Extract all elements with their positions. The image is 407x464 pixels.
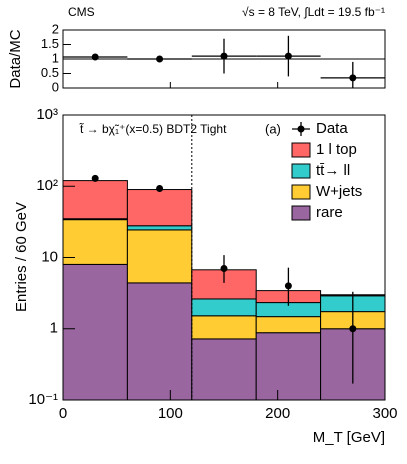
stack-segment (126, 282, 193, 401)
panel-label: (a) (265, 121, 281, 136)
stack-segment (255, 316, 322, 334)
ratio-point (220, 52, 228, 60)
legend-label: W+jets (316, 183, 362, 200)
x-tick-label: 0 (59, 405, 67, 422)
x-tick-label: 300 (372, 405, 397, 422)
stack-segment (191, 338, 257, 401)
y-tick-label: 2 (52, 21, 59, 36)
y-tick-label: 0.5 (41, 65, 59, 80)
legend-label: Data (316, 120, 348, 137)
data-point (156, 184, 164, 192)
legend-swatch (291, 142, 311, 158)
stack-segment (191, 298, 257, 317)
y-tick-label: 10³ (36, 106, 58, 123)
ratio-ylabel: Data/MC (7, 29, 24, 88)
data-point (220, 265, 228, 273)
ratio-point (284, 52, 292, 60)
ratio-point (91, 53, 99, 61)
legend-swatch (291, 184, 311, 200)
y-tick-label: 10⁻¹ (28, 391, 58, 408)
ratio-point (349, 74, 357, 82)
annotation: t̃ → bχ̃₁⁺(x=0.5) BDT2 Tight (79, 122, 227, 137)
stack-segment (255, 332, 322, 401)
legend-label: rare (316, 204, 343, 221)
legend-label: 1 l top (316, 141, 357, 158)
y-tick-label: 1 (50, 320, 58, 337)
lumi: √s = 8 TeV, ∫Ldt = 19.5 fb⁻¹ (242, 5, 385, 19)
legend-swatch (291, 163, 311, 179)
y-tick-label: 1.5 (41, 36, 59, 51)
stack-segment (62, 263, 128, 401)
data-point (91, 174, 99, 182)
legend-label: tt̄→ ll (316, 162, 350, 179)
y-tick-label: 1 (52, 50, 59, 65)
xlabel: M_T [GeV] (313, 429, 385, 446)
experiment: CMS (68, 5, 95, 19)
ratio-point (156, 55, 164, 63)
stack-segment (126, 229, 193, 284)
x-tick-label: 200 (265, 405, 290, 422)
stack-segment (126, 225, 193, 231)
stack-segment (191, 315, 257, 340)
legend-swatch (291, 205, 311, 221)
y-tick-label: 10² (36, 177, 58, 194)
ylabel: Entries / 60 GeV (13, 202, 30, 312)
data-point (349, 325, 357, 333)
y-tick-label: 10 (41, 248, 58, 265)
y-tick-label: 0 (52, 79, 59, 94)
data-point (284, 282, 292, 290)
stack-segment (126, 189, 193, 227)
x-tick-label: 100 (158, 405, 183, 422)
